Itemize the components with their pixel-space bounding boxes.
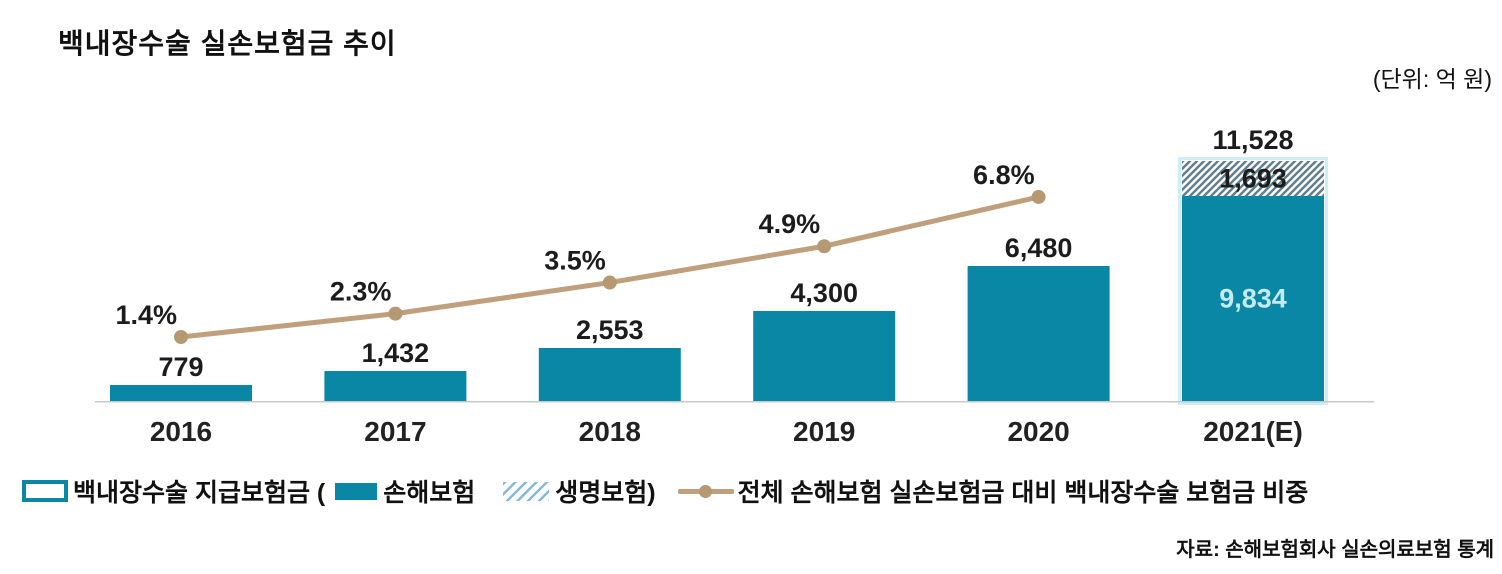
chart-legend: 백내장수술 지급보험금 ( 손해보험 생명보험) 전체 손해보험 실손보험금 대… [22,471,1308,511]
bar-value-label: 2,553 [576,315,644,345]
bar-segment-damage [1182,196,1324,401]
percent-label: 3.5% [544,246,606,276]
x-axis-label: 2017 [364,416,426,447]
percent-label: 4.9% [759,209,821,239]
stacked-bar-outline [1178,157,1328,405]
bar-segment-damage [538,348,681,401]
bar-segment-life [1182,161,1324,196]
bar-segment-life-label: 1,693 [1219,164,1287,194]
legend-hatch-swatch-icon [503,481,550,501]
bar-value-label: 6,480 [1005,233,1073,263]
bar-segment-damage [967,266,1110,401]
line-point-marker [174,329,188,344]
bar-segment-damage [753,311,896,401]
legend-outline-swatch-icon [22,480,68,502]
line-point-marker [817,239,832,254]
legend-label-life-insurance: 생명보험) [555,479,656,507]
bar-segment-damage [324,371,467,401]
stack-total-label: 11,528 [1212,125,1293,155]
bar-segment-damage-label: 9,834 [1219,284,1287,314]
bar-segment-damage [110,385,252,401]
legend-label-total-paid: 백내장수술 지급보험금 ( [73,479,326,507]
x-axis-label: 2016 [150,416,212,447]
legend-label-percent-line: 전체 손해보험 실손보험금 대비 백내장수술 보험금 비중 [737,479,1309,507]
bar-value-label: 1,432 [362,338,430,368]
x-axis-label: 2019 [793,416,855,447]
percent-label: 1.4% [115,300,177,330]
line-point-marker [1031,189,1046,204]
x-axis-label: 2021(E) [1203,416,1303,447]
x-axis-label: 2020 [1007,416,1069,447]
legend-line-marker-icon [677,484,734,498]
bar-value-label: 779 [158,352,203,382]
legend-label-damage-insurance: 손해보험 [383,479,476,507]
unit-label: (단위: 억 원) [1372,66,1492,92]
line-point-marker [388,306,403,321]
bar-value-label: 4,300 [790,278,858,308]
line-point-marker [602,275,617,290]
legend-fill-swatch-icon [335,482,378,500]
source-note: 자료: 손해보험회사 실손의료보험 통계 [1176,539,1494,561]
percent-label: 6.8% [973,160,1035,190]
x-axis-label: 2018 [579,416,641,447]
page-title: 백내장수술 실손보험금 추이 [58,28,397,59]
percent-label: 2.3% [330,277,392,307]
